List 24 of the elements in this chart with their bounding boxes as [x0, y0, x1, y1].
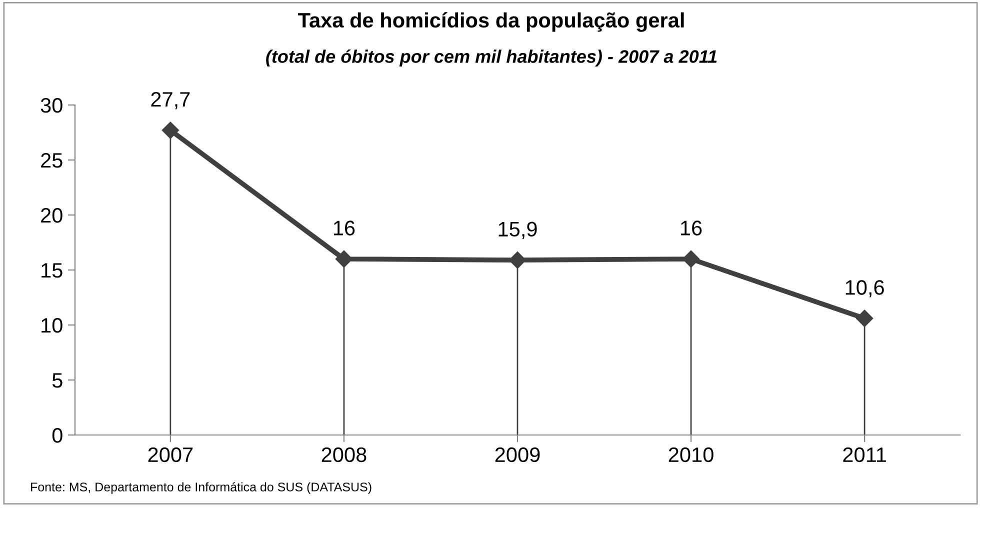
y-tick-label: 5: [52, 373, 62, 388]
x-tick-label: 2009: [495, 447, 540, 462]
y-tick-label: 30: [40, 98, 62, 113]
y-tick-label: 15: [42, 263, 62, 278]
y-tick-label: 25: [41, 153, 62, 168]
data-label: 27,7: [151, 92, 190, 110]
point: [162, 122, 179, 139]
data-label: 10,6: [846, 280, 884, 298]
point: [856, 310, 874, 327]
data-label: 16: [334, 220, 355, 236]
y-tick-label: 0: [52, 428, 62, 443]
chart-title: Taxa de homicídios da população geral: [298, 12, 684, 32]
x-tick-label: 2008: [322, 447, 366, 462]
source-note: Fonte: MS, Departamento de Informática do SUS (DATASUS): [31, 482, 372, 494]
y-tick-label: 10: [42, 318, 62, 333]
x-tick-label: 2010: [668, 447, 714, 462]
point: [682, 250, 700, 268]
y-tick-label: 20: [41, 208, 62, 223]
data-label: 16: [681, 220, 702, 236]
chart-subtitle: (total de óbitos por cem mil habitantes) - 2007 a 2011: [266, 50, 717, 66]
point: [335, 250, 353, 268]
x-tick-label: 2007: [148, 447, 193, 462]
data-label: 15,9: [498, 222, 537, 239]
x-tick-label: 2011: [843, 447, 886, 462]
